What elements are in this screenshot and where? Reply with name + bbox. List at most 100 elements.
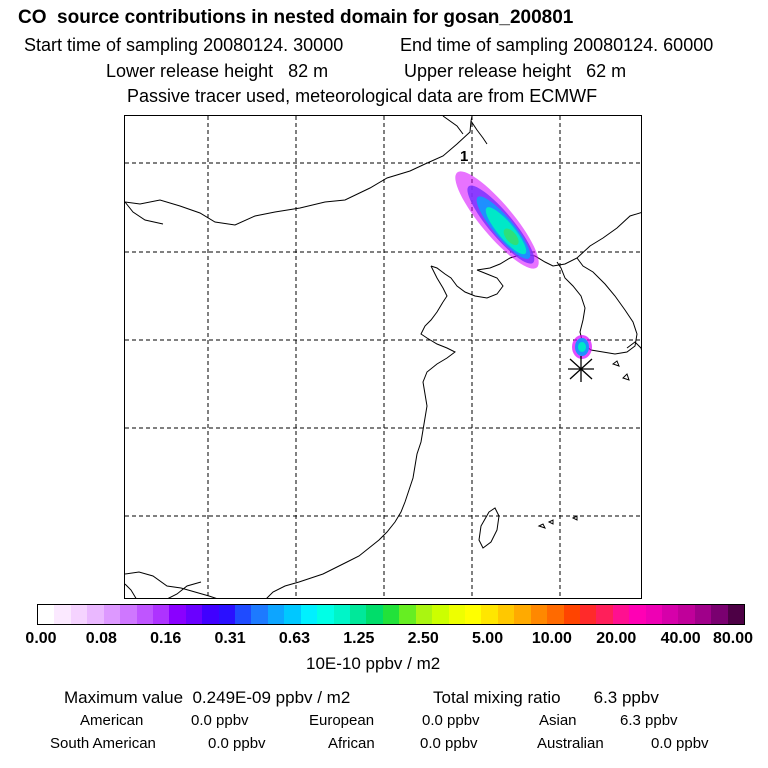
colorbar-unit: 10E-10 ppbv / m2 — [306, 654, 441, 673]
colorbar-cell — [136, 605, 153, 624]
colorbar-cell — [497, 605, 515, 624]
south-coast — [125, 583, 137, 598]
colorbar-cell — [612, 605, 630, 624]
end-time: End time of sampling 20080124. 60000 — [400, 35, 714, 55]
island-3 — [537, 523, 546, 529]
colorbar-cell — [694, 605, 712, 624]
plume-main — [455, 171, 539, 269]
island-4 — [547, 519, 554, 525]
lower-release-height: Lower release height 82 m — [106, 61, 329, 81]
colorbar-tick-label: 80.00 — [712, 630, 754, 647]
colorbar-tick-label: 0.31 — [214, 630, 246, 647]
colorbar-cell — [218, 605, 236, 624]
colorbar-cell — [300, 605, 318, 624]
korea-peninsula — [556, 257, 638, 355]
region-name: American — [80, 712, 144, 729]
region-value: 0.0 ppbv — [420, 735, 478, 752]
total-mixing-ratio: Total mixing ratio 6.3 ppbv — [433, 688, 659, 707]
colorbar-cell — [678, 605, 695, 624]
colorbar-tick-label: 0.00 — [25, 630, 57, 647]
colorbar-cell — [169, 605, 186, 624]
colorbar-cell — [350, 605, 367, 624]
island-5 — [571, 515, 578, 521]
map-panel: 1 — [124, 115, 642, 599]
region-value: 0.0 ppbv — [191, 712, 249, 729]
colorbar-cell — [382, 605, 400, 624]
island-2 — [611, 360, 620, 367]
plume-label: 1 — [460, 148, 468, 165]
start-time: Start time of sampling 20080124. 30000 — [24, 35, 344, 55]
colorbar-cell — [103, 605, 121, 624]
colorbar-cell — [432, 605, 449, 624]
region-name: African — [328, 735, 375, 752]
colorbar-cell — [235, 605, 252, 624]
colorbar-tick-label: 0.08 — [85, 630, 117, 647]
colorbar-cell — [38, 605, 55, 624]
max-value: Maximum value 0.249E-09 ppbv / m2 — [64, 688, 351, 707]
region-value: 0.0 ppbv — [422, 712, 480, 729]
northern-border — [125, 116, 473, 226]
colorbar-tick-label: 40.00 — [660, 630, 701, 647]
plume-main-peak — [503, 228, 519, 246]
grid — [125, 116, 641, 598]
region-value: 6.3 ppbv — [620, 712, 678, 729]
colorbar-cell — [399, 605, 416, 624]
northeast-border — [470, 120, 488, 145]
colorbar-tick-label: 1.25 — [343, 630, 375, 647]
colorbar-cell — [645, 605, 663, 624]
colorbar-cell — [579, 605, 597, 624]
colorbar-cell — [202, 605, 219, 624]
colorbar-tick-label: 20.00 — [596, 630, 637, 647]
receptor-d2 — [569, 358, 593, 380]
inner-border-2 — [167, 581, 202, 598]
region-name: South American — [50, 735, 156, 752]
colorbar-cell — [54, 605, 71, 624]
coastlines — [125, 116, 641, 598]
tracer-note: Passive tracer used, meteorological data… — [127, 86, 598, 106]
colorbar-cell — [87, 605, 104, 624]
colorbar-cell — [70, 605, 88, 624]
region-name: European — [309, 712, 375, 729]
colorbar-cell — [317, 605, 334, 624]
colorbar-cell — [284, 605, 301, 624]
colorbar-cell — [267, 605, 285, 624]
colorbar-cell — [251, 605, 268, 624]
plume-small-core — [578, 342, 586, 352]
inner-border-1 — [125, 571, 217, 598]
colorbar-cell — [596, 605, 613, 624]
colorbar-cell — [366, 605, 383, 624]
colorbar-cell — [711, 605, 728, 624]
colorbar-cell — [629, 605, 646, 624]
colorbar — [37, 604, 745, 625]
kyushu — [626, 341, 641, 351]
colorbar-cell — [464, 605, 482, 624]
map-canvas: 1 — [125, 116, 641, 598]
colorbar-cell — [514, 605, 531, 624]
east-coast — [266, 301, 456, 598]
region-name: Asian — [539, 712, 577, 729]
colorbar-cell — [481, 605, 498, 624]
region-value: 0.0 ppbv — [651, 735, 709, 752]
colorbar-cell — [415, 605, 433, 624]
island-1 — [622, 373, 630, 381]
region-value: 0.0 ppbv — [208, 735, 266, 752]
colorbar-tick-label: 0.16 — [150, 630, 182, 647]
map-title: CO source contributions in nested domain… — [18, 7, 574, 28]
bohai-coast — [430, 265, 504, 299]
plume-small — [572, 335, 592, 359]
liaodong — [430, 265, 448, 303]
colorbar-cell — [448, 605, 465, 624]
colorbar-cell — [185, 605, 203, 624]
colorbar-cell — [563, 605, 580, 624]
colorbar-tick-label: 10.00 — [531, 630, 572, 647]
korea-border — [476, 212, 641, 271]
region-name: Australian — [537, 735, 604, 752]
colorbar-tick-label: 2.50 — [407, 630, 439, 647]
upper-release-height: Upper release height 62 m — [404, 61, 627, 81]
western-border — [125, 201, 164, 225]
taiwan — [478, 507, 500, 549]
colorbar-cell — [120, 605, 137, 624]
colorbar-cell — [333, 605, 351, 624]
colorbar-cell — [662, 605, 679, 624]
colorbar-cell — [547, 605, 564, 624]
